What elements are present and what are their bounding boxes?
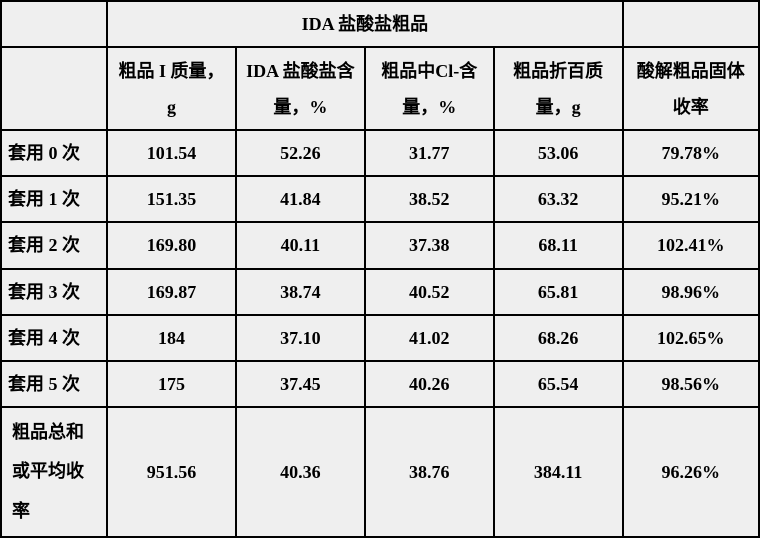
cell: 37.45 [236, 361, 365, 407]
col-header-3: 粗品中Cl-含量，% [365, 47, 494, 129]
col-header-4: 粗品折百质量，g [494, 47, 623, 129]
table-row: 套用 1 次 151.35 41.84 38.52 63.32 95.21% [1, 176, 759, 222]
row-label: 套用 3 次 [1, 269, 107, 315]
cell: 169.87 [107, 269, 236, 315]
cell: 68.26 [494, 315, 623, 361]
cell: 40.26 [365, 361, 494, 407]
cell: 98.56% [623, 361, 759, 407]
cell: 40.52 [365, 269, 494, 315]
table-row: 套用 2 次 169.80 40.11 37.38 68.11 102.41% [1, 222, 759, 268]
summary-cell: 951.56 [107, 407, 236, 537]
cell: 38.52 [365, 176, 494, 222]
summary-cell: 384.11 [494, 407, 623, 537]
row-label: 套用 2 次 [1, 222, 107, 268]
table-row: 套用 4 次 184 37.10 41.02 68.26 102.65% [1, 315, 759, 361]
header-blank [1, 47, 107, 129]
cell: 95.21% [623, 176, 759, 222]
col-header-5: 酸解粗品固体收率 [623, 47, 759, 129]
cell: 169.80 [107, 222, 236, 268]
summary-row: 粗品总和或平均收率 951.56 40.36 38.76 384.11 96.2… [1, 407, 759, 537]
summary-cell: 40.36 [236, 407, 365, 537]
cell: 38.74 [236, 269, 365, 315]
cell: 151.35 [107, 176, 236, 222]
row-label: 套用 0 次 [1, 130, 107, 176]
cell: 53.06 [494, 130, 623, 176]
col-header-1: 粗品 I 质量，g [107, 47, 236, 129]
cell: 102.41% [623, 222, 759, 268]
cell: 184 [107, 315, 236, 361]
table-row: 套用 0 次 101.54 52.26 31.77 53.06 79.78% [1, 130, 759, 176]
data-table-container: IDA 盐酸盐粗品 粗品 I 质量，g IDA 盐酸盐含量，% 粗品中Cl-含量… [0, 0, 760, 538]
summary-cell: 96.26% [623, 407, 759, 537]
summary-label: 粗品总和或平均收率 [1, 407, 107, 537]
corner-blank [1, 1, 107, 47]
cell: 41.02 [365, 315, 494, 361]
cell: 79.78% [623, 130, 759, 176]
cell: 102.65% [623, 315, 759, 361]
row-label: 套用 4 次 [1, 315, 107, 361]
col-header-2: IDA 盐酸盐含量，% [236, 47, 365, 129]
cell: 40.11 [236, 222, 365, 268]
cell: 37.10 [236, 315, 365, 361]
header-row-1: IDA 盐酸盐粗品 [1, 1, 759, 47]
table-row: 套用 5 次 175 37.45 40.26 65.54 98.56% [1, 361, 759, 407]
cell: 175 [107, 361, 236, 407]
row-label: 套用 5 次 [1, 361, 107, 407]
cell: 31.77 [365, 130, 494, 176]
cell: 63.32 [494, 176, 623, 222]
cell: 41.84 [236, 176, 365, 222]
header-right-blank [623, 1, 759, 47]
table-row: 套用 3 次 169.87 38.74 40.52 65.81 98.96% [1, 269, 759, 315]
header-row-2: 粗品 I 质量，g IDA 盐酸盐含量，% 粗品中Cl-含量，% 粗品折百质量，… [1, 47, 759, 129]
cell: 37.38 [365, 222, 494, 268]
data-table: IDA 盐酸盐粗品 粗品 I 质量，g IDA 盐酸盐含量，% 粗品中Cl-含量… [0, 0, 760, 538]
cell: 101.54 [107, 130, 236, 176]
cell: 65.81 [494, 269, 623, 315]
cell: 98.96% [623, 269, 759, 315]
row-label: 套用 1 次 [1, 176, 107, 222]
header-merged: IDA 盐酸盐粗品 [107, 1, 622, 47]
cell: 65.54 [494, 361, 623, 407]
cell: 52.26 [236, 130, 365, 176]
summary-cell: 38.76 [365, 407, 494, 537]
cell: 68.11 [494, 222, 623, 268]
